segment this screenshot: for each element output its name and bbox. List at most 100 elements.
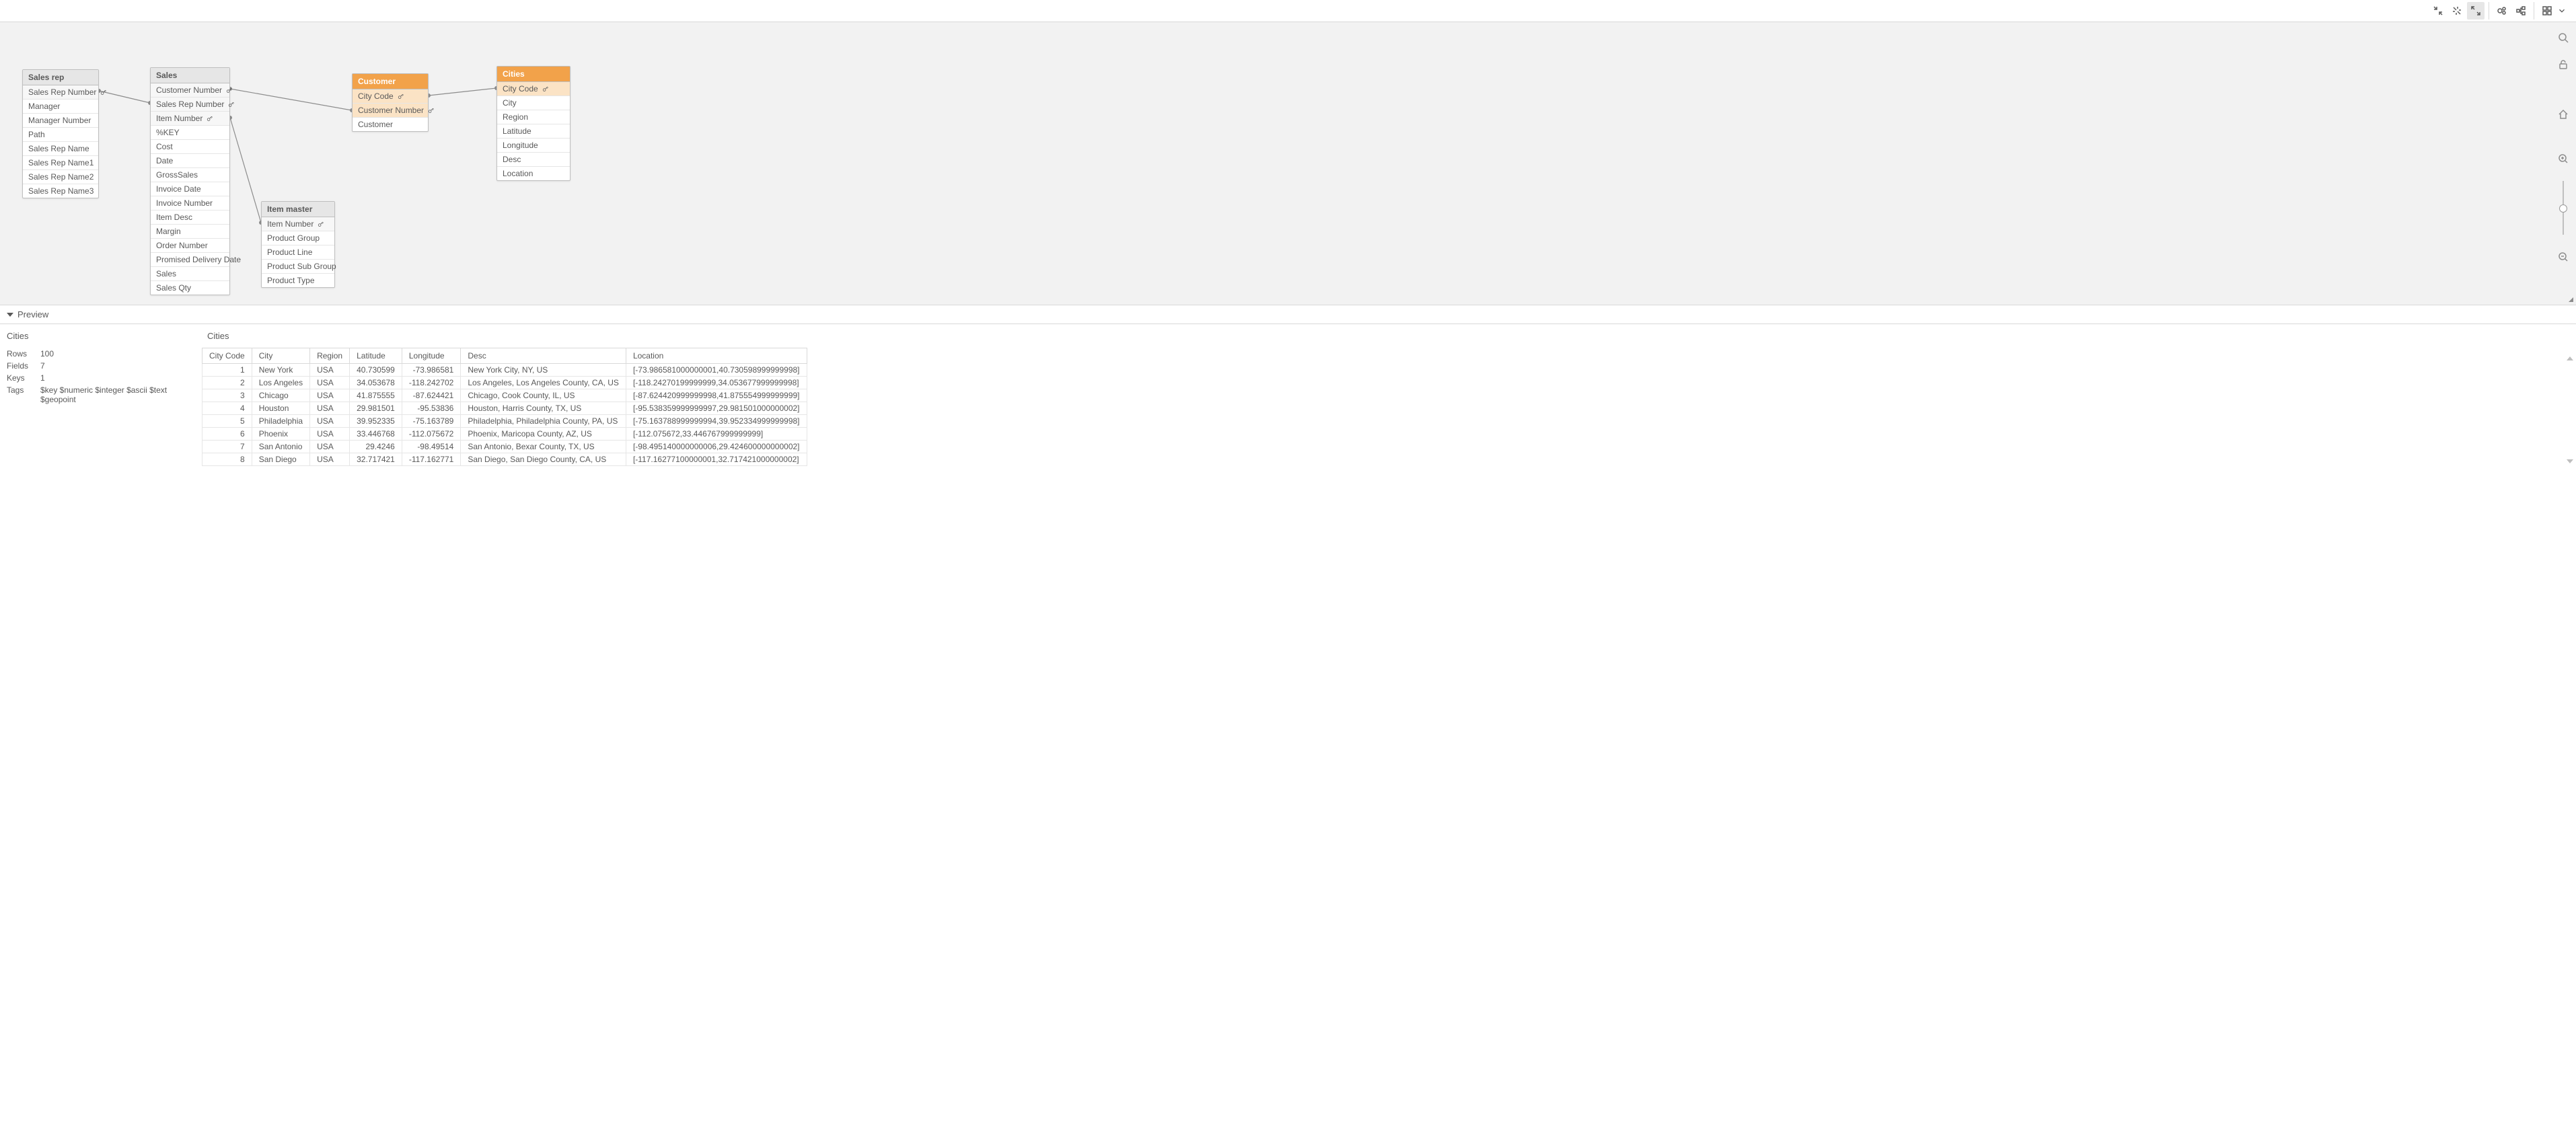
field-label: City Code (358, 91, 394, 101)
table-cell: [-75.163788999999994,39.952334999999998] (626, 415, 807, 428)
table-field[interactable]: Product Sub Group (262, 260, 334, 274)
table-field[interactable]: Item Number (151, 112, 229, 126)
field-label: Manager (28, 102, 60, 111)
table-field[interactable]: Margin (151, 225, 229, 239)
table-field[interactable]: Path (23, 128, 98, 142)
table-header[interactable]: Sales rep (23, 70, 98, 85)
layout-dependency-icon[interactable] (2512, 2, 2530, 20)
layout-menu-chevron-icon[interactable] (2557, 2, 2567, 20)
table-field[interactable]: Sales Rep Name2 (23, 170, 98, 184)
table-field[interactable]: Invoice Date (151, 182, 229, 196)
search-icon[interactable] (2556, 30, 2571, 45)
table-header[interactable]: Cities (497, 67, 570, 82)
field-label: Margin (156, 227, 181, 236)
table-field[interactable]: %KEY (151, 126, 229, 140)
table-field[interactable]: Promised Delivery Date (151, 253, 229, 267)
table-row[interactable]: 4HoustonUSA29.981501-95.53836Houston, Ha… (203, 402, 807, 415)
table-row[interactable]: 7San AntonioUSA29.4246-98.49514San Anton… (203, 441, 807, 453)
table-field[interactable]: City Code (497, 82, 570, 96)
table-node-itemmaster[interactable]: Item master Item Number Product Group Produ… (261, 201, 335, 288)
field-label: Product Line (267, 248, 312, 257)
table-cell: USA (310, 453, 350, 466)
table-field[interactable]: Sales Rep Name3 (23, 184, 98, 198)
table-field[interactable]: Manager Number (23, 114, 98, 128)
table-field[interactable]: Date (151, 154, 229, 168)
table-field[interactable]: Sales Qty (151, 281, 229, 295)
table-row[interactable]: 2Los AngelesUSA34.053678-118.242702Los A… (203, 377, 807, 389)
column-header[interactable]: Latitude (350, 348, 402, 364)
scroll-up-icon[interactable] (2567, 356, 2573, 360)
key-icon (207, 115, 213, 122)
table-node-salesrep[interactable]: Sales repSales Rep Number Manager Manager … (22, 69, 99, 198)
canvas-side-tools (2556, 30, 2571, 264)
preview-section-header[interactable]: Preview (0, 305, 2576, 324)
zoom-out-icon[interactable] (2556, 250, 2571, 264)
table-field[interactable]: Sales Rep Name (23, 142, 98, 156)
table-field[interactable]: Sales Rep Number (151, 98, 229, 112)
table-field[interactable]: Location (497, 167, 570, 180)
table-field[interactable]: GrossSales (151, 168, 229, 182)
field-label: Product Type (267, 276, 315, 285)
zoom-in-icon[interactable] (2556, 151, 2571, 166)
table-field[interactable]: Item Number (262, 217, 334, 231)
column-header[interactable]: City Code (203, 348, 252, 364)
table-field[interactable]: Sales (151, 267, 229, 281)
lock-icon[interactable] (2556, 57, 2571, 72)
table-node-customer[interactable]: Customer City Code Customer Number Customer (352, 73, 429, 132)
table-field[interactable]: City Code (353, 89, 428, 104)
table-field[interactable]: Invoice Number (151, 196, 229, 211)
column-header[interactable]: Region (310, 348, 350, 364)
table-header[interactable]: Sales (151, 68, 229, 83)
table-node-cities[interactable]: CitiesCity CodeCityRegionLatitudeLongitu… (496, 66, 571, 181)
table-field[interactable]: Longitude (497, 139, 570, 153)
layout-bubble-icon[interactable] (2493, 2, 2511, 20)
zoom-slider-handle[interactable] (2559, 204, 2567, 213)
table-field[interactable]: Sales Rep Name1 (23, 156, 98, 170)
field-label: Sales Qty (156, 283, 191, 293)
table-field[interactable]: Region (497, 110, 570, 124)
field-label: Product Sub Group (267, 262, 336, 271)
column-header[interactable]: Desc (461, 348, 626, 364)
table-field[interactable]: Sales Rep Number (23, 85, 98, 100)
field-label: Item Number (156, 114, 203, 123)
field-label: Customer (358, 120, 393, 129)
table-field[interactable]: Customer Number (151, 83, 229, 98)
data-model-canvas[interactable]: Sales repSales Rep NumberManagerManager … (0, 22, 2576, 305)
toolbar-group-zoom (2425, 2, 2489, 20)
zoom-slider[interactable] (2563, 181, 2564, 235)
table-field[interactable]: Manager (23, 100, 98, 114)
scroll-down-icon[interactable] (2567, 459, 2573, 463)
table-node-sales[interactable]: SalesCustomer NumberSales Rep NumberItem… (150, 67, 230, 295)
table-field[interactable]: Product Type (262, 274, 334, 287)
table-field[interactable]: Customer Number (353, 104, 428, 118)
table-field[interactable]: Product Line (262, 245, 334, 260)
table-row[interactable]: 8San DiegoUSA32.717421-117.162771San Die… (203, 453, 807, 466)
table-field[interactable]: Desc (497, 153, 570, 167)
layout-grid-icon[interactable] (2538, 2, 2556, 20)
table-row[interactable]: 5PhiladelphiaUSA39.952335-75.163789Phila… (203, 415, 807, 428)
canvas-resize-handle[interactable] (2569, 297, 2573, 302)
table-field[interactable]: Latitude (497, 124, 570, 139)
table-cell: USA (310, 364, 350, 377)
table-header[interactable]: Item master (262, 202, 334, 217)
table-field[interactable]: Customer (353, 118, 428, 131)
home-icon[interactable] (2556, 107, 2571, 122)
table-field[interactable]: Cost (151, 140, 229, 154)
collapse-arrows-icon[interactable] (2429, 2, 2447, 20)
table-row[interactable]: 6PhoenixUSA33.446768-112.075672Phoenix, … (203, 428, 807, 441)
column-header[interactable]: Location (626, 348, 807, 364)
field-label: Item Number (267, 219, 314, 229)
break-link-icon[interactable] (2448, 2, 2466, 20)
table-field[interactable]: Product Group (262, 231, 334, 245)
expand-arrows-icon[interactable] (2467, 2, 2485, 20)
table-header[interactable]: Customer (353, 74, 428, 89)
preview-body: Cities Rows 100 Fields 7 Keys 1 Tags $ke… (0, 324, 2576, 466)
column-header[interactable]: City (252, 348, 309, 364)
column-header[interactable]: Longitude (402, 348, 461, 364)
table-field[interactable]: Item Desc (151, 211, 229, 225)
table-row[interactable]: 3ChicagoUSA41.875555-87.624421Chicago, C… (203, 389, 807, 402)
table-field[interactable]: City (497, 96, 570, 110)
table-row[interactable]: 1New YorkUSA40.730599-73.986581New York … (203, 364, 807, 377)
table-cell: Phoenix (252, 428, 309, 441)
table-field[interactable]: Order Number (151, 239, 229, 253)
